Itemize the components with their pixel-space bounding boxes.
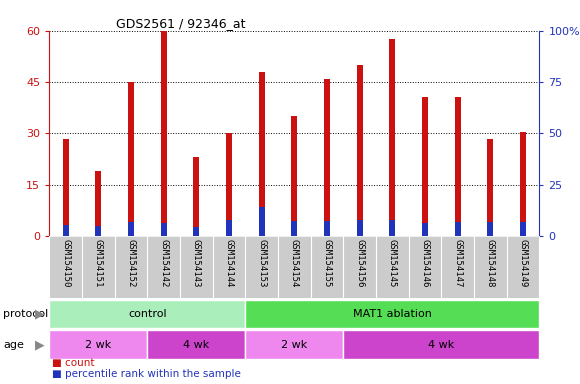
Text: 4 wk: 4 wk (428, 339, 455, 350)
Bar (49, 300, 245, 328)
Text: GSM154148: GSM154148 (486, 238, 495, 287)
Text: ▶: ▶ (35, 338, 44, 351)
Bar (226, 220, 232, 236)
Text: GSM154145: GSM154145 (388, 238, 397, 287)
Bar (147, 330, 245, 359)
Text: GSM154151: GSM154151 (94, 238, 103, 287)
Text: ■ count: ■ count (52, 358, 95, 368)
Bar (128, 82, 134, 236)
Bar (245, 330, 343, 359)
Bar (193, 157, 200, 236)
Text: GSM154149: GSM154149 (519, 238, 528, 287)
Bar (520, 222, 526, 236)
Text: GSM154155: GSM154155 (322, 238, 332, 287)
Bar (389, 220, 396, 236)
Text: GSM154153: GSM154153 (257, 238, 266, 287)
Text: age: age (3, 339, 24, 350)
Text: GSM154142: GSM154142 (159, 238, 168, 287)
Text: GSM154143: GSM154143 (192, 238, 201, 287)
Bar (193, 227, 200, 236)
Bar (291, 221, 298, 236)
Text: GSM154147: GSM154147 (453, 238, 462, 287)
Bar (291, 116, 298, 236)
Bar (357, 220, 362, 236)
Bar (49, 330, 147, 359)
Bar (487, 139, 494, 236)
Text: GSM154144: GSM154144 (224, 238, 234, 287)
Bar (520, 132, 526, 236)
Bar (259, 207, 264, 236)
Text: 2 wk: 2 wk (85, 339, 111, 350)
Bar (63, 139, 68, 236)
Bar (95, 226, 102, 236)
Bar (357, 65, 362, 236)
Text: GSM154150: GSM154150 (61, 238, 70, 287)
Bar (161, 223, 166, 236)
Text: control: control (128, 309, 166, 319)
Bar (487, 222, 494, 236)
Bar (95, 171, 102, 236)
Bar (324, 221, 330, 236)
Text: GSM154146: GSM154146 (420, 238, 430, 287)
Bar (324, 79, 330, 236)
Bar (455, 222, 461, 236)
Bar (455, 98, 461, 236)
Bar (63, 225, 68, 236)
Bar (343, 330, 539, 359)
Bar (226, 134, 232, 236)
Text: GSM154152: GSM154152 (126, 238, 136, 287)
Bar (422, 223, 428, 236)
Bar (161, 31, 166, 236)
Bar (389, 39, 396, 236)
Bar (422, 98, 428, 236)
Bar (128, 222, 134, 236)
Text: 4 wk: 4 wk (183, 339, 209, 350)
Text: GSM154156: GSM154156 (355, 238, 364, 287)
Text: protocol: protocol (3, 309, 48, 319)
Text: 2 wk: 2 wk (281, 339, 307, 350)
Text: GSM154154: GSM154154 (290, 238, 299, 287)
Bar (259, 72, 264, 236)
Text: MAT1 ablation: MAT1 ablation (353, 309, 432, 319)
Text: ■ percentile rank within the sample: ■ percentile rank within the sample (52, 369, 241, 379)
Bar (245, 300, 539, 328)
Text: ▶: ▶ (35, 308, 44, 320)
Text: GDS2561 / 92346_at: GDS2561 / 92346_at (116, 17, 245, 30)
